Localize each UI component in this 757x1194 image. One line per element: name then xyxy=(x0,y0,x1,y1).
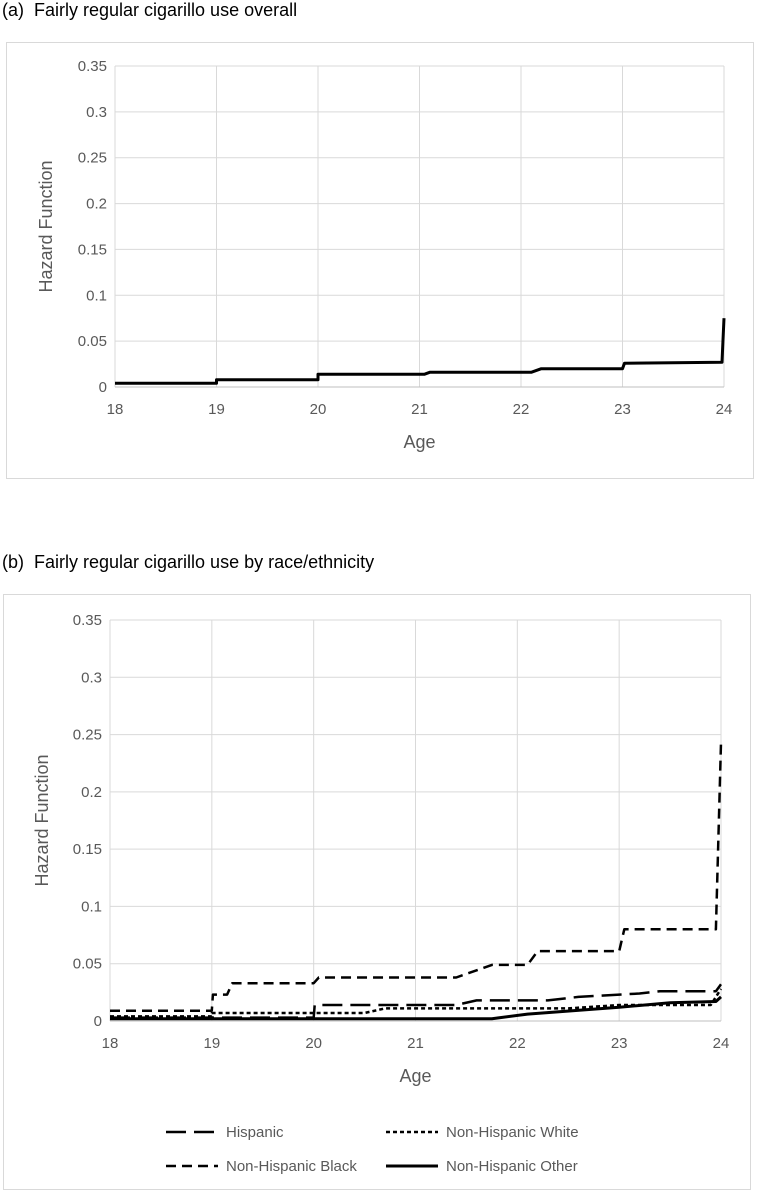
chart-b-legend-label-2: Non-Hispanic Black xyxy=(226,1158,357,1175)
chart-b-x-axis-title: Age xyxy=(399,1066,431,1086)
chart-b-series-3-line xyxy=(110,995,723,1021)
chart-b-xtick-label-6: 24 xyxy=(713,1035,730,1052)
chart-b-ytick-label-1: 0.05 xyxy=(73,956,102,973)
chart-a-frame: 0 0.05 0.1 0.15 0.2 0.25 0.3 0.35 18 19 20 21 22 23 24… xyxy=(6,42,754,479)
chart-a-xtick-label-1: 19 xyxy=(208,401,225,418)
chart-a-xtick-label-2: 20 xyxy=(310,401,327,418)
chart-b-xtick-label-0: 18 xyxy=(102,1035,119,1052)
chart-a-ytick-label-1: 0.05 xyxy=(78,333,107,350)
chart-b-series-2-line xyxy=(110,742,723,1012)
chart-b-xtick-label-4: 22 xyxy=(509,1035,526,1052)
chart-a-ytick-label-4: 0.2 xyxy=(86,196,107,213)
chart-a-ytick-label-6: 0.3 xyxy=(86,104,107,121)
chart-b-legend-label-3: Non-Hispanic Other xyxy=(446,1158,578,1175)
chart-b-xtick-label-1: 19 xyxy=(203,1035,220,1052)
chart-a-ytick-label-3: 0.15 xyxy=(78,241,107,258)
chart-a-series-0-line xyxy=(115,318,726,385)
chart-b-ytick-label-5: 0.25 xyxy=(73,727,102,744)
chart-b-ytick-label-0: 0 xyxy=(94,1013,102,1030)
chart-a-ytick-label-5: 0.25 xyxy=(78,150,107,167)
chart-b-series-1-line xyxy=(110,988,723,1018)
chart-a: 0 0.05 0.1 0.15 0.2 0.25 0.3 0.35 18 19 20 21 22 23 24… xyxy=(36,58,733,452)
chart-b-ytick-label-6: 0.3 xyxy=(81,669,102,686)
panel-a-title: (a) Fairly regular cigarillo use overall xyxy=(2,0,298,20)
panel-b-title: (b) Fairly regular cigarillo use by race… xyxy=(2,552,375,572)
chart-a-ytick-label-0: 0 xyxy=(99,379,107,396)
chart-b-xtick-label-3: 21 xyxy=(407,1035,424,1052)
chart-b-series-0-line xyxy=(110,983,723,1019)
chart-a-xtick-label-6: 24 xyxy=(716,401,733,418)
chart-b-ytick-label-3: 0.15 xyxy=(73,841,102,858)
chart-b-ytick-label-4: 0.2 xyxy=(81,784,102,801)
chart-a-xtick-label-5: 23 xyxy=(614,401,631,418)
chart-b-ytick-label-2: 0.1 xyxy=(81,898,102,915)
chart-b: 0 0.05 0.1 0.15 0.2 0.25 0.3 0.35 18 19 20 21 22 23 24… xyxy=(32,612,730,1175)
chart-a-ytick-label-2: 0.1 xyxy=(86,287,107,304)
chart-a-ytick-label-7: 0.35 xyxy=(78,58,107,75)
chart-a-x-axis-title: Age xyxy=(403,432,435,452)
chart-a-xtick-label-4: 22 xyxy=(513,401,530,418)
chart-b-ytick-label-7: 0.35 xyxy=(73,612,102,629)
chart-b-xtick-label-5: 23 xyxy=(611,1035,628,1052)
chart-a-xtick-label-0: 18 xyxy=(107,401,124,418)
chart-b-xtick-label-2: 20 xyxy=(305,1035,322,1052)
chart-b-y-axis-title: Hazard Function xyxy=(32,754,52,886)
chart-b-legend-label-0: Hispanic xyxy=(226,1124,284,1141)
chart-a-xtick-label-3: 21 xyxy=(411,401,428,418)
chart-b-legend-label-1: Non-Hispanic White xyxy=(446,1124,579,1141)
chart-b-frame: 0 0.05 0.1 0.15 0.2 0.25 0.3 0.35 18 19 20 21 22 23 24… xyxy=(3,594,751,1190)
chart-a-y-axis-title: Hazard Function xyxy=(36,160,56,292)
